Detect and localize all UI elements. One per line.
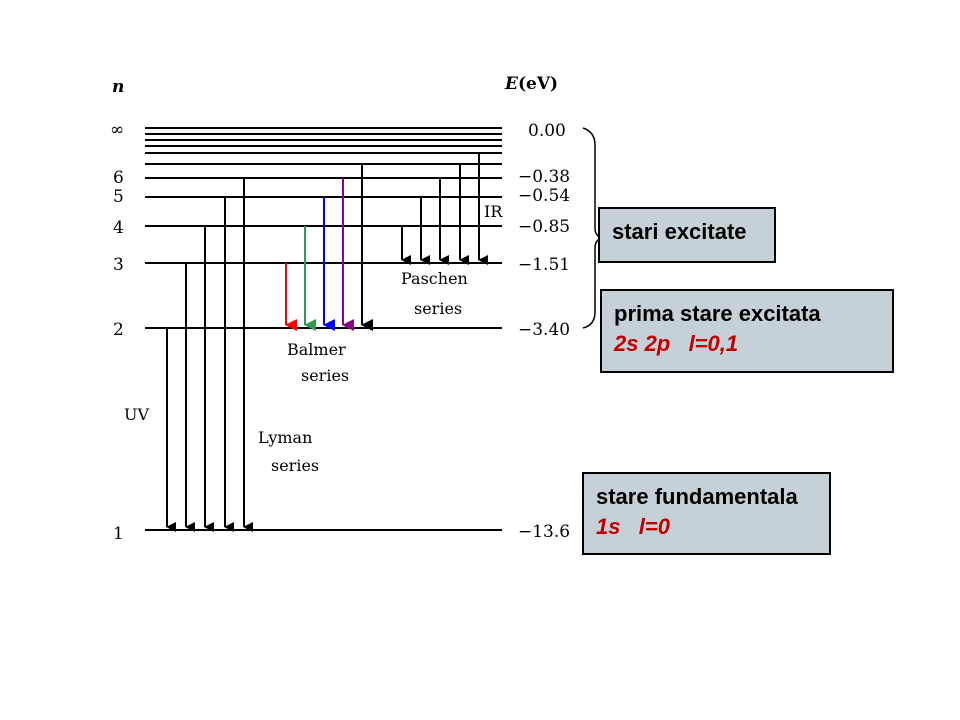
ground-state-orbitals: 1s l=0 <box>596 514 671 539</box>
paschen-arrows <box>401 153 488 265</box>
n-axis-title: n <box>112 77 124 97</box>
paschen-series-label: series <box>414 299 462 318</box>
balmer-series-label: series <box>301 366 349 385</box>
n-label-6: 6 <box>113 168 124 188</box>
n-label-inf: ∞ <box>110 120 124 140</box>
energy-label-1: −13.6 <box>518 522 570 542</box>
excited-states-title: stari excitate <box>612 219 747 244</box>
n-label-5: 5 <box>113 187 124 207</box>
lyman-label: Lyman <box>258 428 312 447</box>
energy-labels: 0.00 −0.38 −0.54 −0.85 −1.51 −3.40 −13.6 <box>518 121 570 542</box>
n-label-3: 3 <box>113 255 124 275</box>
n-label-1: 1 <box>113 524 124 544</box>
lyman-region-label: UV <box>124 405 149 424</box>
paschen-label: Paschen <box>401 269 468 288</box>
n-label-2: 2 <box>113 320 124 340</box>
first-excited-state-title: prima stare excitata <box>614 301 821 326</box>
balmer-arrows <box>285 164 373 331</box>
excited-states-box: stari excitate <box>598 207 776 263</box>
energy-axis-title: E(eV) <box>504 74 558 94</box>
lyman-arrows <box>166 178 253 532</box>
energy-label-inf: 0.00 <box>528 121 566 141</box>
first-excited-state-orbitals: 2s 2p l=0,1 <box>614 331 739 356</box>
energy-label-2: −3.40 <box>518 320 570 340</box>
lyman-series-label: series <box>271 456 319 475</box>
energy-levels <box>145 127 502 531</box>
energy-label-6: −0.38 <box>518 167 570 187</box>
first-excited-state-box: prima stare excitata 2s 2p l=0,1 <box>600 289 894 373</box>
energy-label-5: −0.54 <box>518 186 570 206</box>
n-label-4: 4 <box>113 218 124 238</box>
continuum-lines <box>145 133 502 165</box>
energy-label-3: −1.51 <box>518 255 570 275</box>
n-labels: ∞ 6 5 4 3 2 1 <box>110 120 124 544</box>
paschen-region-label: IR <box>484 202 503 221</box>
ground-state-box: stare fundamentala 1s l=0 <box>582 472 831 555</box>
ground-state-title: stare fundamentala <box>596 484 798 509</box>
energy-label-4: −0.85 <box>518 217 570 237</box>
balmer-label: Balmer <box>287 340 346 359</box>
